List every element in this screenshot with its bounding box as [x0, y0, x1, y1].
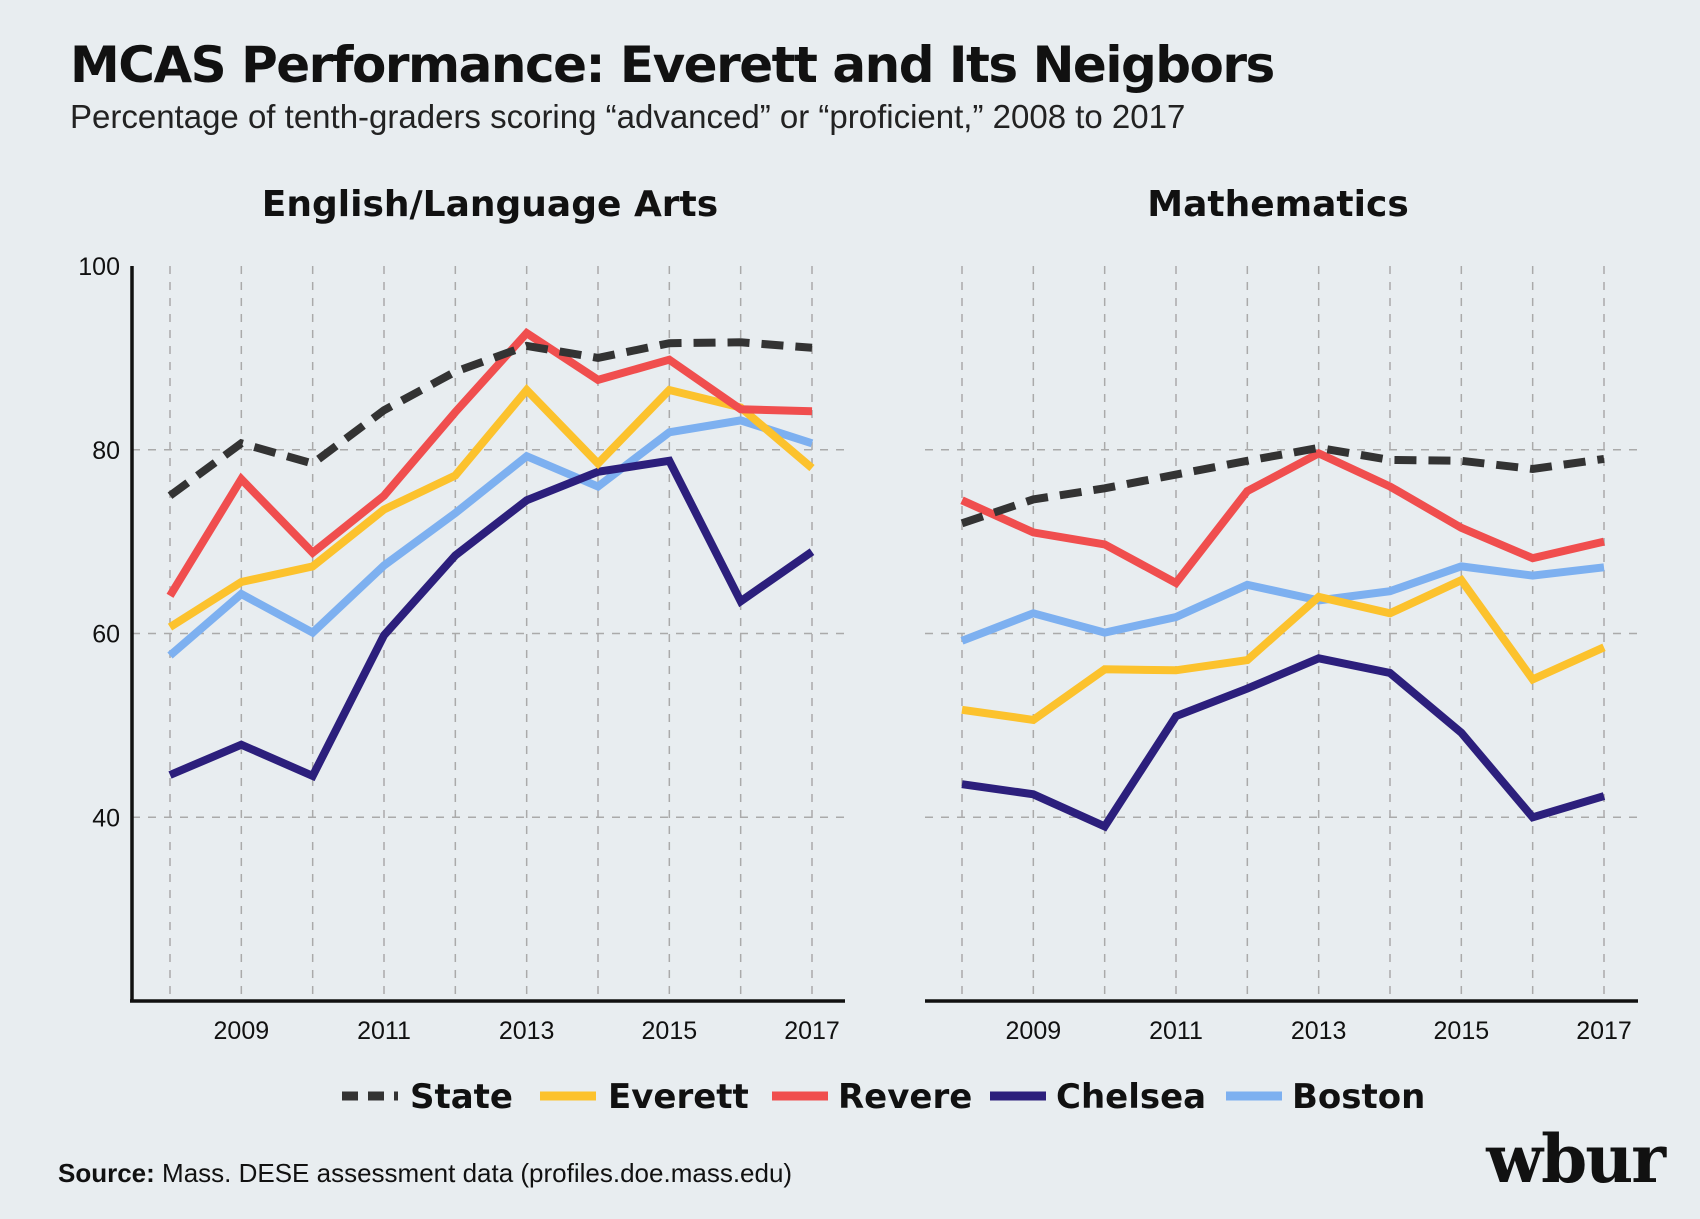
x-tick-label: 2013 [499, 1017, 555, 1045]
series-line-chelsea [961, 654, 1606, 832]
x-tick-label: 2009 [1006, 1017, 1062, 1045]
x-tick-label: 2013 [1291, 1017, 1347, 1045]
legend-label-state: State [410, 1077, 513, 1117]
legend-label-chelsea: Chelsea [1056, 1077, 1206, 1117]
y-tick-label: 80 [92, 437, 120, 465]
series-line-revere [166, 327, 813, 598]
panel-title: English/Language Arts [262, 184, 718, 225]
source-note: Source: Mass. DESE assessment data (prof… [58, 1158, 792, 1189]
y-tick-label: 100 [78, 253, 120, 281]
legend-label-everett: Everett [608, 1077, 749, 1117]
source-label: Source: [58, 1158, 155, 1188]
panel-mathematics: Mathematics 2009 2011 2013 2015 2017 [925, 184, 1638, 1045]
series-line-everett [961, 575, 1606, 725]
panel-title: Mathematics [1147, 184, 1409, 225]
x-tick-label: 2009 [214, 1017, 270, 1045]
x-tick-label: 2011 [357, 1017, 411, 1045]
y-tick-label: 60 [92, 621, 120, 649]
x-tick-label: 2011 [1149, 1017, 1203, 1045]
series-line-state [960, 443, 1605, 528]
legend: State Everett Revere Chelsea Boston [342, 1077, 1425, 1117]
chart-title: MCAS Performance: Everett and Its Neigbo… [70, 36, 1275, 94]
x-tick-label: 2017 [784, 1017, 840, 1045]
legend-label-boston: Boston [1292, 1077, 1425, 1117]
wbur-logo: wbur [1486, 1120, 1666, 1198]
x-tick-label: 2015 [642, 1017, 698, 1045]
series-line-boston [167, 416, 814, 659]
x-tick-label: 2017 [1576, 1017, 1632, 1045]
series-line-boston [960, 562, 1605, 645]
source-text: Mass. DESE assessment data (profiles.doe… [154, 1158, 793, 1188]
legend-label-revere: Revere [838, 1077, 972, 1117]
series-line-revere [960, 448, 1605, 589]
series-line-state [167, 338, 813, 499]
x-tick-label: 2015 [1434, 1017, 1490, 1045]
series-line-everett [167, 384, 815, 631]
chart-subtitle: Percentage of tenth-graders scoring “adv… [70, 98, 1186, 135]
y-tick-label: 40 [92, 804, 120, 832]
series-line-chelsea [168, 456, 815, 782]
panel-english: English/Language Arts 40 60 80 100 2009 2011 20… [78, 184, 845, 1045]
